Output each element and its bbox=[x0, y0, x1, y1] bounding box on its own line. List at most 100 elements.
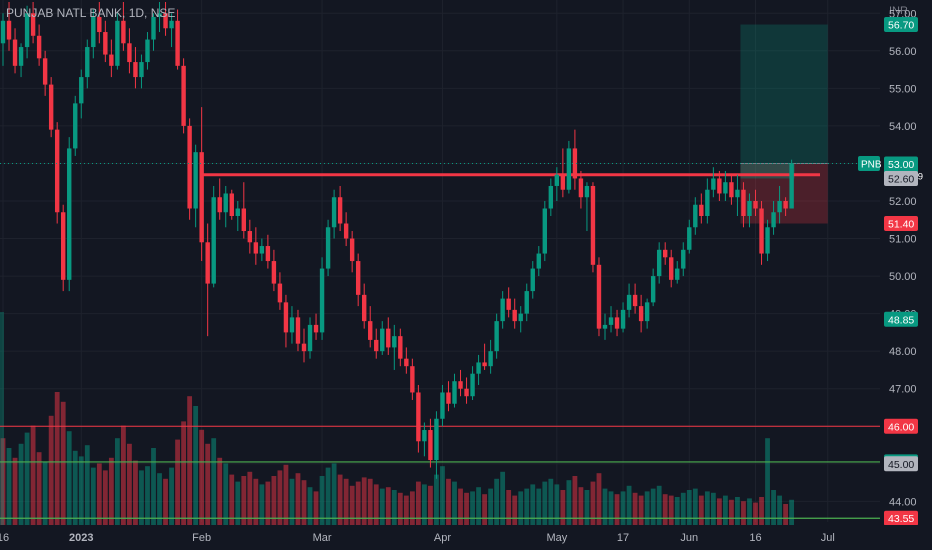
candle-body[interactable] bbox=[223, 193, 228, 213]
candle-body[interactable] bbox=[711, 178, 716, 190]
candle-body[interactable] bbox=[494, 321, 499, 352]
candle-body[interactable] bbox=[572, 148, 578, 179]
candle-body[interactable] bbox=[404, 358, 409, 367]
candle-body[interactable] bbox=[289, 317, 295, 333]
candle-body[interactable] bbox=[374, 339, 379, 352]
candle-body[interactable] bbox=[602, 324, 608, 329]
candle-body[interactable] bbox=[765, 227, 770, 254]
candle-body[interactable] bbox=[428, 430, 433, 461]
candle-body[interactable] bbox=[193, 152, 198, 209]
candle-body[interactable] bbox=[518, 313, 523, 322]
candle-body[interactable] bbox=[626, 294, 632, 310]
candle-body[interactable] bbox=[163, 13, 168, 29]
candle-body[interactable] bbox=[85, 47, 90, 78]
candle-body[interactable] bbox=[482, 362, 487, 367]
candle-body[interactable] bbox=[277, 283, 283, 303]
candle-body[interactable] bbox=[422, 430, 427, 442]
candle-body[interactable] bbox=[729, 182, 734, 198]
candle-body[interactable] bbox=[723, 182, 728, 194]
candle-body[interactable] bbox=[133, 62, 138, 78]
candle-body[interactable] bbox=[663, 249, 668, 258]
candle-body[interactable] bbox=[121, 20, 126, 44]
candle-body[interactable] bbox=[145, 39, 150, 63]
candle-body[interactable] bbox=[524, 291, 529, 314]
candle-body[interactable] bbox=[319, 268, 325, 333]
candle-body[interactable] bbox=[464, 388, 469, 397]
candle-body[interactable] bbox=[735, 189, 740, 198]
candle-body[interactable] bbox=[6, 20, 12, 40]
candle-body[interactable] bbox=[470, 373, 475, 397]
candle-body[interactable] bbox=[30, 13, 36, 36]
time-axis[interactable] bbox=[0, 525, 932, 550]
candle-body[interactable] bbox=[638, 306, 644, 322]
candle-body[interactable] bbox=[446, 392, 451, 404]
candle-body[interactable] bbox=[362, 294, 367, 322]
candle-body[interactable] bbox=[717, 178, 722, 194]
candle-body[interactable] bbox=[548, 185, 554, 209]
candle-body[interactable] bbox=[650, 276, 656, 303]
candle-body[interactable] bbox=[199, 152, 204, 243]
candle-body[interactable] bbox=[590, 185, 596, 265]
candle-body[interactable] bbox=[36, 35, 42, 59]
candle-body[interactable] bbox=[777, 200, 782, 213]
candle-body[interactable] bbox=[157, 13, 162, 18]
candle-body[interactable] bbox=[259, 246, 265, 254]
candle-body[interactable] bbox=[139, 62, 144, 78]
candle-body[interactable] bbox=[440, 392, 445, 419]
candle-body[interactable] bbox=[229, 193, 234, 217]
long-position-profit-zone[interactable] bbox=[740, 24, 828, 164]
candle-body[interactable] bbox=[584, 185, 590, 198]
candle-body[interactable] bbox=[247, 231, 253, 243]
candle-body[interactable] bbox=[578, 178, 584, 198]
candle-body[interactable] bbox=[235, 208, 240, 217]
candle-body[interactable] bbox=[747, 200, 752, 217]
candle-body[interactable] bbox=[789, 163, 794, 209]
candle-body[interactable] bbox=[608, 317, 614, 325]
candle-body[interactable] bbox=[675, 268, 680, 280]
candle-body[interactable] bbox=[699, 204, 704, 217]
candle-body[interactable] bbox=[620, 309, 626, 329]
candle-body[interactable] bbox=[331, 197, 337, 228]
candle-body[interactable] bbox=[283, 302, 289, 333]
candle-body[interactable] bbox=[181, 65, 186, 126]
candle-body[interactable] bbox=[753, 200, 758, 209]
candle-body[interactable] bbox=[693, 204, 698, 228]
candle-body[interactable] bbox=[644, 302, 650, 322]
candle-body[interactable] bbox=[596, 264, 602, 329]
candle-body[interactable] bbox=[398, 336, 403, 359]
candle-body[interactable] bbox=[771, 212, 776, 228]
candle-body[interactable] bbox=[343, 223, 349, 239]
candle-body[interactable] bbox=[783, 200, 788, 209]
candle-body[interactable] bbox=[295, 317, 301, 344]
candle-body[interactable] bbox=[386, 328, 391, 348]
candle-body[interactable] bbox=[109, 54, 114, 66]
candle-body[interactable] bbox=[554, 174, 560, 186]
candle-body[interactable] bbox=[656, 249, 662, 277]
candle-body[interactable] bbox=[151, 17, 156, 40]
candle-body[interactable] bbox=[669, 257, 674, 280]
candle-body[interactable] bbox=[271, 261, 277, 284]
candle-body[interactable] bbox=[566, 148, 572, 190]
candle-body[interactable] bbox=[24, 13, 30, 48]
candle-body[interactable] bbox=[97, 17, 102, 33]
candle-body[interactable] bbox=[301, 343, 307, 352]
candle-body[interactable] bbox=[355, 261, 361, 295]
candle-body[interactable] bbox=[313, 324, 319, 333]
candle-body[interactable] bbox=[687, 227, 692, 250]
candle-body[interactable] bbox=[0, 20, 6, 44]
candle-body[interactable] bbox=[741, 189, 746, 217]
candle-body[interactable] bbox=[759, 208, 764, 254]
symbol-title[interactable]: PUNJAB NATL BANK, 1D, NSE bbox=[6, 6, 176, 20]
candle-body[interactable] bbox=[500, 298, 505, 322]
candle-body[interactable] bbox=[187, 125, 192, 209]
candle-body[interactable] bbox=[205, 242, 210, 284]
candle-body[interactable] bbox=[368, 321, 373, 340]
candle-body[interactable] bbox=[512, 309, 517, 322]
candle-body[interactable] bbox=[265, 246, 271, 262]
candle-body[interactable] bbox=[476, 362, 481, 374]
candle-body[interactable] bbox=[542, 208, 547, 254]
candle-body[interactable] bbox=[632, 294, 638, 307]
candle-body[interactable] bbox=[434, 418, 439, 461]
candle-body[interactable] bbox=[307, 324, 313, 352]
